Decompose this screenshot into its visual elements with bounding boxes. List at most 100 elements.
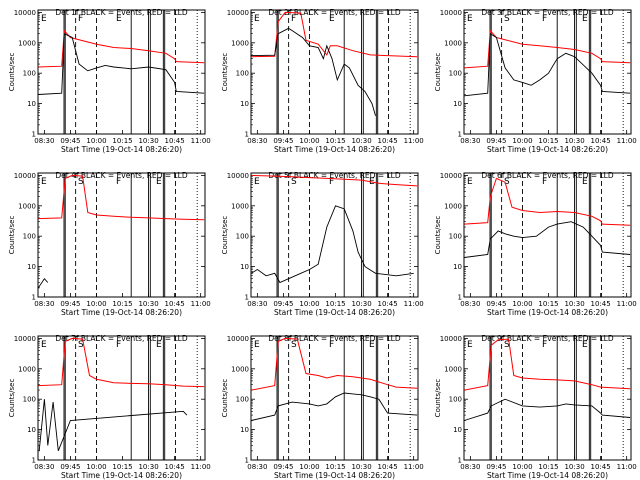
y-tick-label: 1000 xyxy=(18,365,36,373)
x-tick-label: 10:15 xyxy=(325,137,345,145)
x-tick-label: 08:30 xyxy=(34,137,54,145)
lld-series-line xyxy=(464,338,631,391)
x-tick-label: 08:30 xyxy=(247,300,267,308)
x-tick-label: 11:00 xyxy=(617,137,637,145)
x-tick-label: 10:00 xyxy=(86,137,106,145)
plot-frame xyxy=(463,335,632,461)
x-tick-label: 10:15 xyxy=(325,300,345,308)
y-tick-label: 1 xyxy=(458,457,462,465)
y-tick-label: 10 xyxy=(453,263,462,271)
y-tick-label: 1 xyxy=(32,457,36,465)
x-tick-label: 10:00 xyxy=(299,300,319,308)
x-tick-label: 10:30 xyxy=(351,300,371,308)
x-tick-label: 08:30 xyxy=(460,137,480,145)
x-axis-label: Start Time (19-Oct-14 08:26:20) xyxy=(274,308,395,317)
x-tick-label: 08:30 xyxy=(460,300,480,308)
events-series-line xyxy=(38,277,49,289)
region-letter: S xyxy=(78,340,84,350)
plot-frame xyxy=(250,172,419,298)
x-tick-label: 09:45 xyxy=(486,300,506,308)
x-tick-label: 10:45 xyxy=(165,463,185,471)
x-tick-label: 11:00 xyxy=(617,300,637,308)
lld-series-line xyxy=(251,11,418,58)
y-tick-label: 1 xyxy=(458,131,462,139)
events-series-line xyxy=(38,399,188,451)
region-letter: E xyxy=(156,177,162,187)
region-letter: E xyxy=(254,14,260,24)
y-axis-label: Counts/sec xyxy=(221,379,229,418)
x-tick-label: 11:00 xyxy=(404,137,424,145)
x-tick-label: 09:45 xyxy=(60,137,80,145)
events-series-line xyxy=(464,221,631,258)
x-axis-label: Start Time (19-Oct-14 08:26:20) xyxy=(274,471,395,480)
region-letter: S xyxy=(504,340,510,350)
x-tick-label: 10:45 xyxy=(165,137,185,145)
region-letter: E xyxy=(41,14,47,24)
lld-series-line xyxy=(251,337,418,391)
events-series-line xyxy=(251,27,376,116)
x-axis-label: Start Time (19-Oct-14 08:26:20) xyxy=(61,145,182,154)
x-tick-label: 09:45 xyxy=(486,137,506,145)
x-axis-label: Start Time (19-Oct-14 08:26:20) xyxy=(487,145,608,154)
x-axis-label: Start Time (19-Oct-14 08:26:20) xyxy=(487,471,608,480)
y-axis-label: Counts/sec xyxy=(221,216,229,255)
plot-frame xyxy=(37,172,206,298)
region-letter: E xyxy=(582,14,588,24)
y-tick-label: 10 xyxy=(453,100,462,108)
y-tick-label: 1 xyxy=(245,294,249,302)
x-tick-label: 11:00 xyxy=(191,137,211,145)
x-tick-label: 10:45 xyxy=(591,463,611,471)
plot-frame xyxy=(463,9,632,135)
lld-series-line xyxy=(38,337,205,388)
x-tick-label: 10:30 xyxy=(138,463,158,471)
events-series-line xyxy=(251,205,414,284)
events-series-line xyxy=(464,398,631,421)
x-tick-label: 10:00 xyxy=(299,137,319,145)
region-letter: S xyxy=(78,177,84,187)
y-tick-label: 10000 xyxy=(14,335,36,343)
y-axis-label: Counts/sec xyxy=(434,53,442,92)
panel-title: Det 7f BLACK = Events, RED = LLD xyxy=(55,334,188,343)
x-tick-label: 10:45 xyxy=(378,463,398,471)
region-letter: F xyxy=(329,340,334,350)
y-tick-label: 1000 xyxy=(444,202,462,210)
y-tick-label: 1 xyxy=(32,294,36,302)
y-tick-label: 1 xyxy=(32,131,36,139)
x-tick-label: 10:30 xyxy=(564,300,584,308)
x-tick-label: 11:00 xyxy=(191,300,211,308)
region-letter: F xyxy=(329,177,334,187)
region-letter: F xyxy=(291,14,296,24)
y-tick-label: 100 xyxy=(23,396,36,404)
x-tick-label: 10:45 xyxy=(378,300,398,308)
x-tick-label: 10:45 xyxy=(165,300,185,308)
y-tick-label: 10 xyxy=(27,100,36,108)
y-tick-label: 100 xyxy=(449,396,462,404)
x-tick-label: 11:00 xyxy=(617,463,637,471)
plot-frame xyxy=(37,9,206,135)
x-tick-label: 11:00 xyxy=(404,300,424,308)
y-tick-label: 10 xyxy=(240,263,249,271)
y-tick-label: 1 xyxy=(245,131,249,139)
x-tick-label: 10:30 xyxy=(351,137,371,145)
y-tick-label: 10000 xyxy=(440,335,462,343)
region-letter: F xyxy=(116,177,121,187)
x-tick-label: 08:30 xyxy=(247,463,267,471)
region-letter: F xyxy=(116,340,121,350)
panel-title: Det 2f BLACK = Events, RED = LLD xyxy=(268,8,401,17)
region-letter: E xyxy=(467,14,473,24)
x-tick-label: 10:45 xyxy=(591,137,611,145)
x-tick-label: 11:00 xyxy=(191,463,211,471)
region-letter: E xyxy=(582,177,588,187)
x-tick-label: 10:30 xyxy=(564,463,584,471)
events-series-line xyxy=(464,32,631,97)
y-axis-label: Counts/sec xyxy=(434,379,442,418)
x-tick-label: 10:00 xyxy=(512,300,532,308)
x-tick-label: 10:30 xyxy=(351,463,371,471)
x-tick-label: 10:15 xyxy=(112,463,132,471)
y-tick-label: 10 xyxy=(27,426,36,434)
